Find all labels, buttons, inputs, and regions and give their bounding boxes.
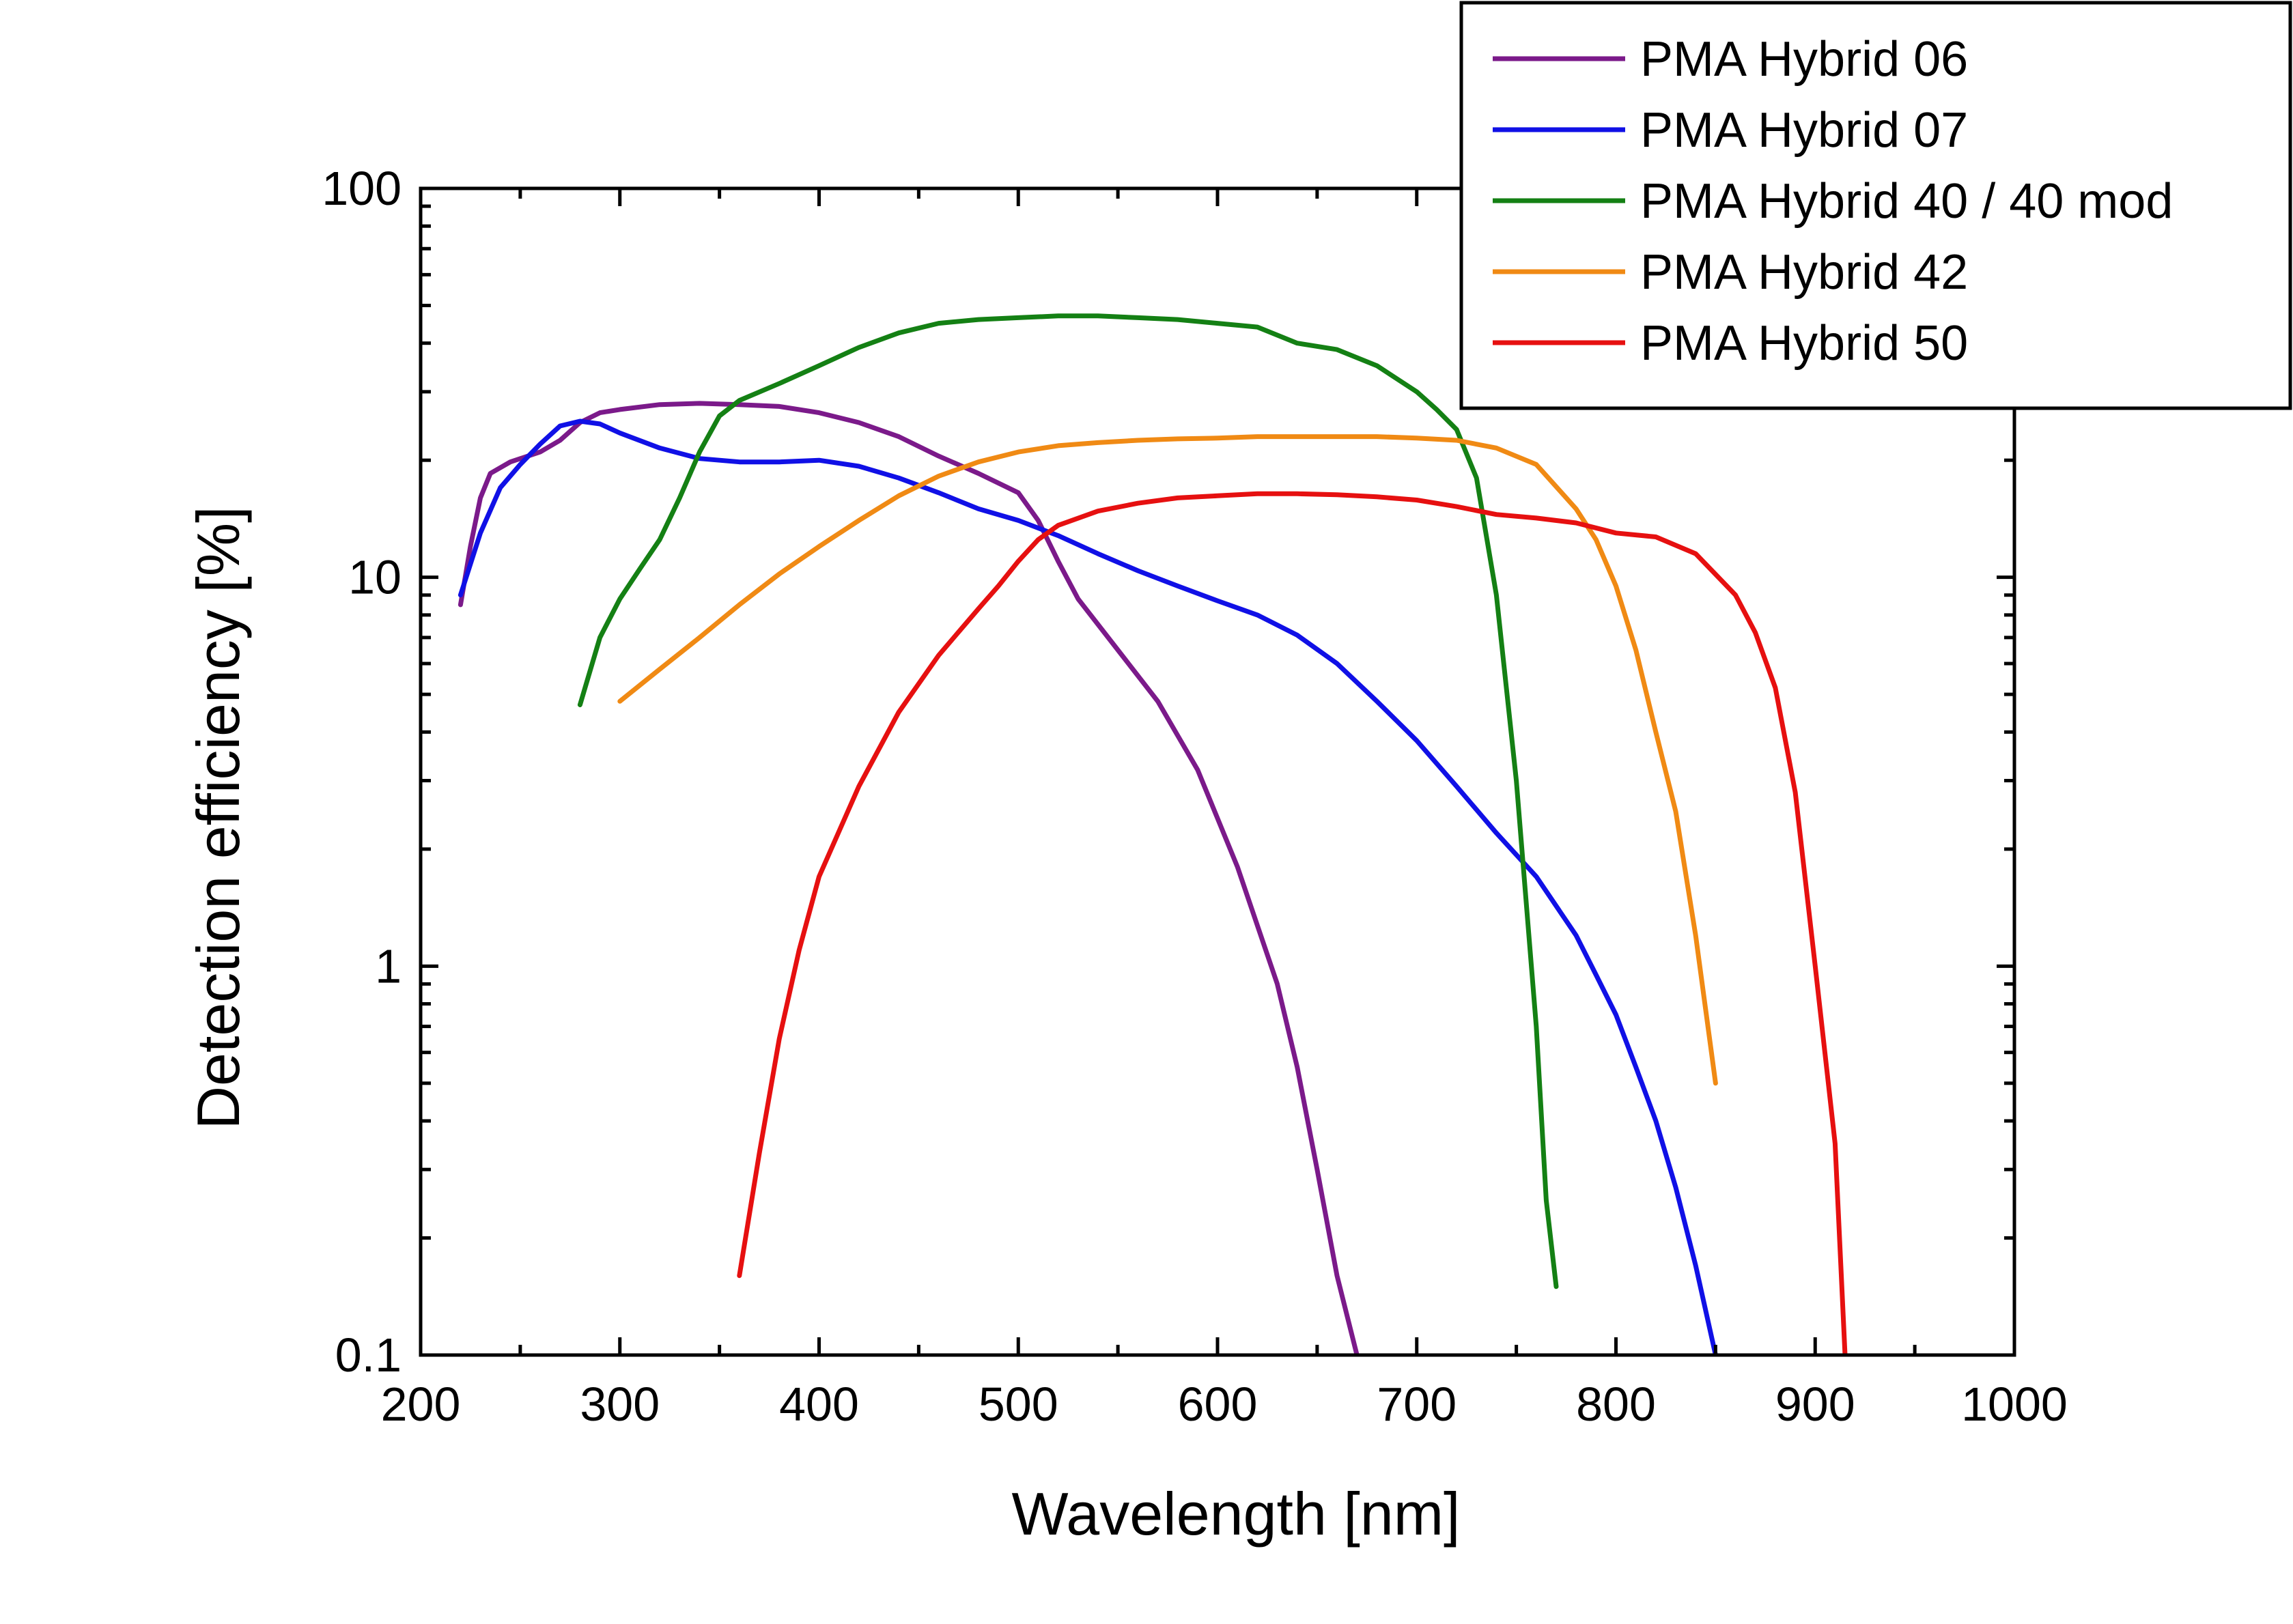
x-tick-label: 400 [779,1378,859,1431]
series-line-1 [458,401,1360,1355]
axes-layer: 200 300 400 500 600 700 800 900 1000 0.1 1 10 100 [322,162,2068,1431]
y-tick-label: 10 [348,551,402,604]
y-axis-title: Detection efficiency [%] [184,506,252,1129]
x-tick-label: 500 [979,1378,1058,1431]
series-line-3 [577,313,1559,1290]
series-layer [458,313,1848,1355]
x-tick-label: 300 [580,1378,660,1431]
x-tick-label: 700 [1377,1378,1457,1431]
series-group [458,313,1848,1355]
legend-label-5: PMA Hybrid 50 [1640,316,1968,371]
x-tick-label: 800 [1576,1378,1656,1431]
legend-label-3: PMA Hybrid 40 / 40 mod [1640,174,2173,229]
series-line-4 [617,434,1718,1086]
series-line-2 [458,418,1718,1355]
x-tick-label: 1000 [1961,1378,2068,1431]
legend: PMA Hybrid 06 PMA Hybrid 07 PMA Hybrid 40 … [1459,1,2292,410]
x-tick-label: 600 [1178,1378,1258,1431]
x-axis-title: Wavelength [nm] [1011,1480,1460,1548]
legend-label-4: PMA Hybrid 42 [1640,245,1968,300]
legend-label-2: PMA Hybrid 07 [1640,103,1968,158]
legend-label-1: PMA Hybrid 06 [1640,32,1968,87]
x-tick-label: 200 [381,1378,461,1431]
y-tick-label: 100 [322,162,402,215]
y-tick-label: 0.1 [335,1328,402,1382]
y-tick-label: 1 [375,939,402,993]
x-tick-label: 900 [1775,1378,1855,1431]
series-line-5 [737,491,1848,1355]
